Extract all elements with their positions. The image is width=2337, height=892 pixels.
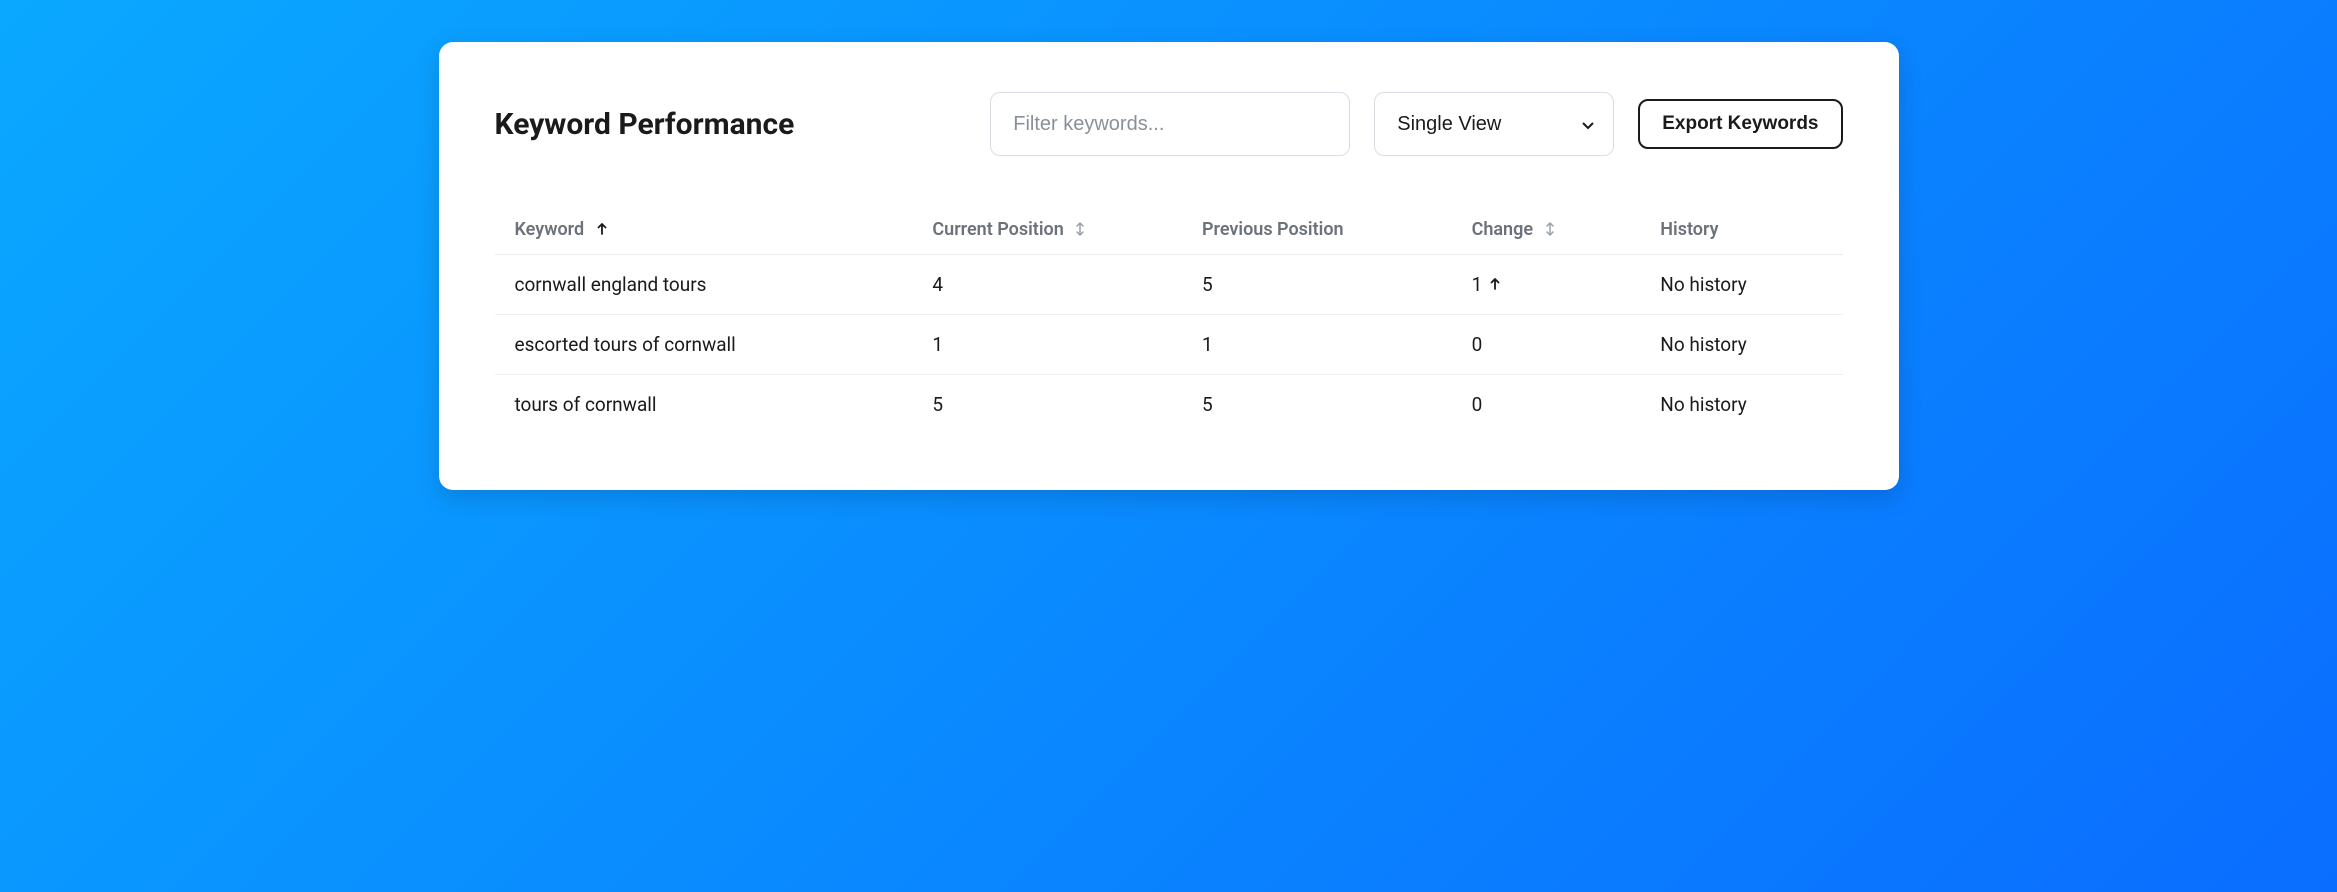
arrow-up-icon (1488, 273, 1502, 296)
table-body: cornwall england tours 4 5 1 No history … (495, 254, 1843, 434)
cell-previous-position: 5 (1182, 254, 1452, 314)
table-row: tours of cornwall 5 5 0 No history (495, 374, 1843, 434)
cell-change: 0 (1452, 374, 1641, 434)
view-select-wrap: Single View (1374, 92, 1614, 156)
change-value: 0 (1472, 333, 1483, 356)
column-header-previous-position: Previous Position (1182, 204, 1452, 254)
table-row: cornwall england tours 4 5 1 No history (495, 254, 1843, 314)
cell-history: No history (1640, 254, 1842, 314)
column-header-current-position[interactable]: Current Position (912, 204, 1182, 254)
cell-current-position: 1 (912, 314, 1182, 374)
column-header-label: Previous Position (1202, 219, 1344, 240)
filter-keywords-input[interactable] (990, 92, 1350, 156)
keyword-performance-card: Keyword Performance Single View Export K… (439, 42, 1899, 490)
export-keywords-button[interactable]: Export Keywords (1638, 99, 1842, 149)
view-select[interactable]: Single View (1374, 92, 1614, 156)
page-title: Keyword Performance (495, 107, 967, 142)
cell-change: 0 (1452, 314, 1641, 374)
column-header-keyword[interactable]: Keyword (495, 204, 913, 254)
column-header-label: History (1660, 219, 1718, 240)
table-header-row: Keyword Current Position Previous Positi… (495, 204, 1843, 254)
card-header: Keyword Performance Single View Export K… (495, 92, 1843, 156)
table-row: escorted tours of cornwall 1 1 0 No hist… (495, 314, 1843, 374)
sort-icon (1074, 222, 1086, 236)
cell-keyword: tours of cornwall (495, 374, 913, 434)
cell-history: No history (1640, 374, 1842, 434)
cell-history: No history (1640, 314, 1842, 374)
cell-keyword: cornwall england tours (495, 254, 913, 314)
column-header-change[interactable]: Change (1452, 204, 1641, 254)
column-header-history: History (1640, 204, 1842, 254)
keywords-table: Keyword Current Position Previous Positi… (495, 204, 1843, 434)
column-header-label: Current Position (932, 219, 1063, 240)
column-header-label: Keyword (515, 219, 585, 240)
change-value: 1 (1472, 273, 1483, 296)
column-header-label: Change (1472, 219, 1533, 240)
cell-current-position: 5 (912, 374, 1182, 434)
cell-keyword: escorted tours of cornwall (495, 314, 913, 374)
sort-icon (1544, 222, 1556, 236)
cell-current-position: 4 (912, 254, 1182, 314)
cell-previous-position: 1 (1182, 314, 1452, 374)
sort-asc-icon (595, 222, 609, 236)
change-value: 0 (1472, 393, 1483, 416)
cell-previous-position: 5 (1182, 374, 1452, 434)
cell-change: 1 (1452, 254, 1641, 314)
